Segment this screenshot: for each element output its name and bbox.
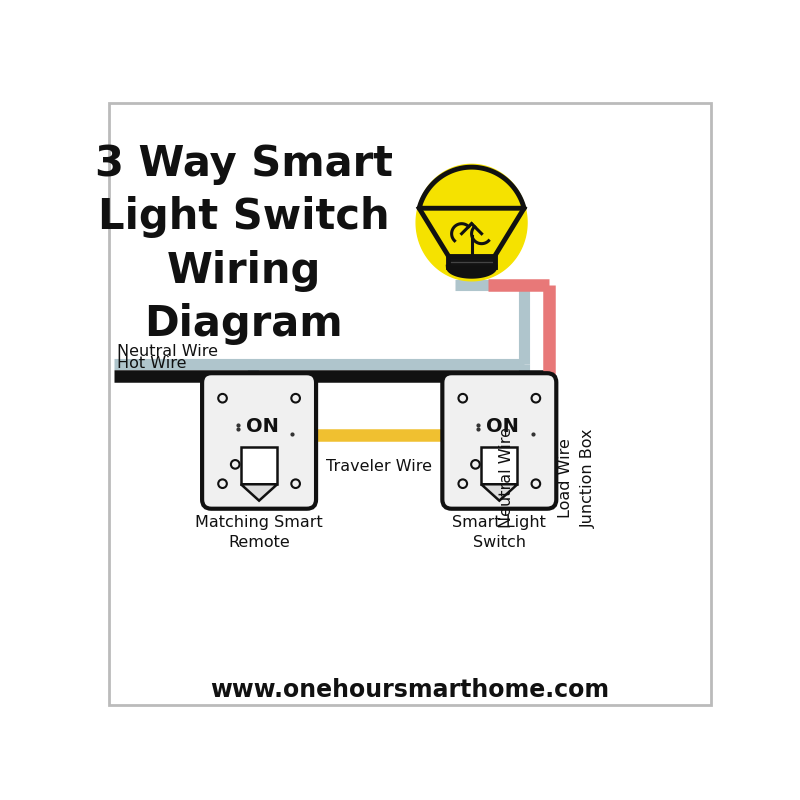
Bar [448,258,495,262]
Polygon shape [419,167,524,260]
Bar [448,256,495,267]
Text: ON: ON [246,418,278,437]
Polygon shape [416,164,527,281]
Bar [241,447,278,484]
Circle shape [471,460,480,469]
FancyBboxPatch shape [442,373,556,509]
Polygon shape [448,267,495,276]
Circle shape [218,479,227,488]
Text: Junction Box: Junction Box [581,428,596,528]
Text: Neutral Wire: Neutral Wire [118,344,218,359]
Bar [448,256,495,258]
Text: Matching Smart
Remote: Matching Smart Remote [195,515,323,550]
Bar [448,264,495,267]
Circle shape [218,394,227,402]
Circle shape [458,479,467,488]
Text: Smart Light
Switch: Smart Light Switch [452,515,546,550]
Circle shape [531,479,540,488]
Bar [481,447,518,484]
Text: Traveler Wire: Traveler Wire [326,459,432,474]
Circle shape [419,170,524,275]
Text: Load Wire: Load Wire [558,438,574,518]
Circle shape [458,394,467,402]
Text: Neutral Wire: Neutral Wire [499,427,514,529]
Circle shape [531,394,540,402]
Text: ON: ON [486,418,519,437]
Polygon shape [481,484,518,501]
Circle shape [291,479,300,488]
Polygon shape [241,484,278,501]
Bar [448,262,495,264]
Text: Hot Wire: Hot Wire [118,356,187,371]
Circle shape [291,394,300,402]
FancyBboxPatch shape [202,373,316,509]
Text: www.onehoursmarthome.com: www.onehoursmarthome.com [210,678,610,702]
Circle shape [231,460,239,469]
Text: 3 Way Smart
Light Switch
Wiring
Diagram: 3 Way Smart Light Switch Wiring Diagram [94,142,393,345]
